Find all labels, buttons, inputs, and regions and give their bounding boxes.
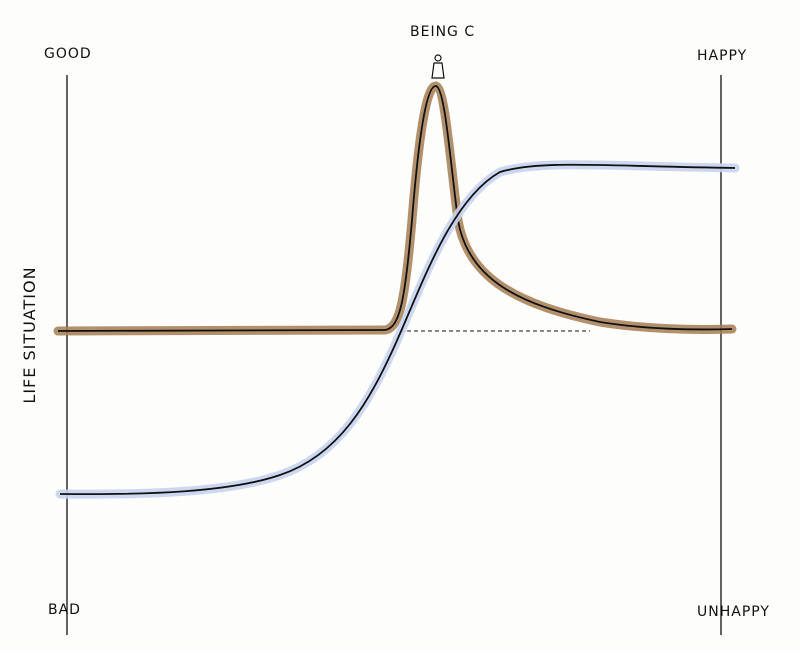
label-good: GOOD [44, 46, 92, 62]
label-happy: HAPPY [697, 48, 747, 64]
label-bad: BAD [48, 602, 81, 618]
figure-icon [431, 54, 445, 79]
blue-curve [59, 163, 736, 496]
y-axis-label: LIFE SITUATION [20, 266, 39, 403]
brown-curve [57, 85, 733, 332]
label-peak: BEING C [410, 24, 475, 40]
label-unhappy: UNHAPPY [697, 604, 770, 620]
